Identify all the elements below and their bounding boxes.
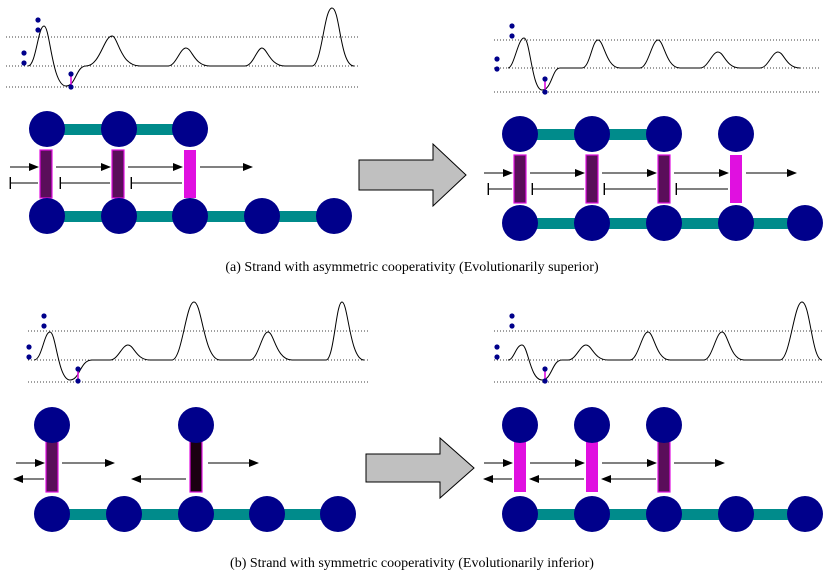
node bbox=[34, 496, 70, 532]
node bbox=[787, 205, 823, 241]
bond-dark bbox=[657, 154, 671, 204]
bond-active bbox=[586, 440, 598, 492]
caption-b: (b) Strand with symmetric cooperativity … bbox=[230, 556, 594, 571]
node bbox=[502, 205, 538, 241]
node bbox=[646, 116, 682, 152]
node bbox=[718, 205, 754, 241]
node bbox=[574, 116, 610, 152]
node bbox=[320, 496, 356, 532]
strand-a-before bbox=[9, 111, 352, 234]
bond-active bbox=[184, 150, 196, 198]
node bbox=[574, 205, 610, 241]
node bbox=[101, 198, 137, 234]
node bbox=[244, 198, 280, 234]
strand-b-after bbox=[483, 407, 823, 532]
node bbox=[787, 496, 823, 532]
transition-arrow bbox=[358, 142, 467, 208]
panel-a: (a) Strand with asymmetric cooperativity… bbox=[6, 7, 823, 275]
node bbox=[29, 198, 65, 234]
node bbox=[172, 198, 208, 234]
strand-b-before bbox=[13, 407, 356, 532]
bond-dark bbox=[45, 439, 59, 493]
bond-dark bbox=[111, 149, 125, 199]
node bbox=[574, 407, 610, 443]
energy-landscape-a-before bbox=[6, 7, 358, 90]
bond-active bbox=[730, 155, 742, 203]
energy-landscape-b-before bbox=[26, 301, 368, 384]
node bbox=[34, 407, 70, 443]
node bbox=[29, 111, 65, 147]
node bbox=[106, 496, 142, 532]
node bbox=[178, 496, 214, 532]
node bbox=[718, 116, 754, 152]
node bbox=[502, 496, 538, 532]
caption-a: (a) Strand with asymmetric cooperativity… bbox=[225, 260, 599, 275]
panel-b: (b) Strand with symmetric cooperativity … bbox=[13, 301, 823, 571]
node bbox=[172, 111, 208, 147]
energy-landscape-b-after bbox=[494, 301, 823, 384]
node bbox=[646, 205, 682, 241]
strand-a-after bbox=[484, 116, 823, 241]
node bbox=[502, 116, 538, 152]
bond-dark bbox=[585, 154, 599, 204]
energy-landscape-a-after bbox=[494, 23, 820, 95]
bond-dark bbox=[513, 154, 527, 204]
bond-dark bbox=[39, 149, 53, 199]
node bbox=[718, 496, 754, 532]
node bbox=[316, 198, 352, 234]
node bbox=[249, 496, 285, 532]
node bbox=[646, 407, 682, 443]
node bbox=[178, 407, 214, 443]
node bbox=[101, 111, 137, 147]
transition-arrow bbox=[365, 436, 475, 500]
bond-black bbox=[189, 439, 203, 493]
node bbox=[502, 407, 538, 443]
node bbox=[574, 496, 610, 532]
node bbox=[646, 496, 682, 532]
bond-dark bbox=[657, 439, 671, 493]
bond-active bbox=[514, 440, 526, 492]
